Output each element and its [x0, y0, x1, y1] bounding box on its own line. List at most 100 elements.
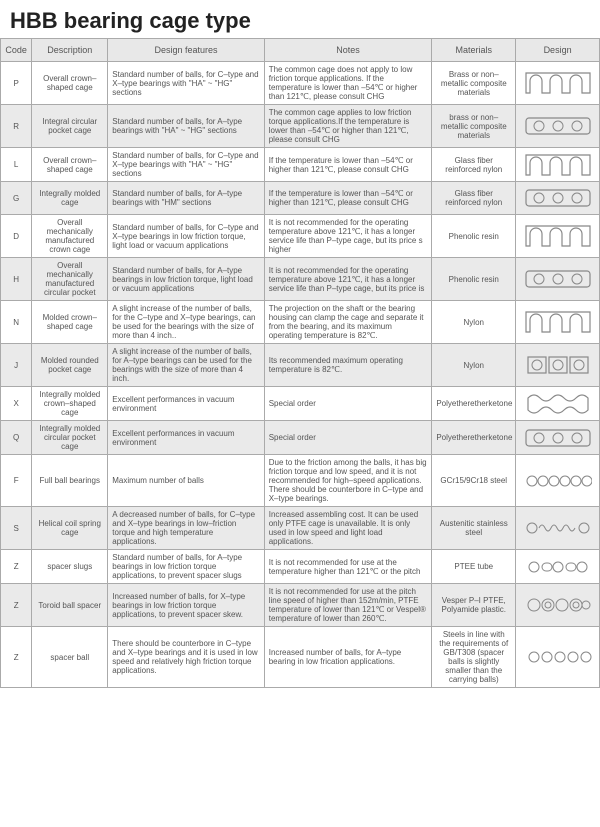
cell-code: J	[1, 344, 32, 387]
cell-features: A slight increase of the number of balls…	[108, 301, 264, 344]
cell-materials: Brass or non–metallic composite material…	[432, 62, 516, 105]
cell-description: Overall mechanically manufactured crown …	[32, 215, 108, 258]
header-code: Code	[1, 39, 32, 62]
cell-description: Integrally molded cage	[32, 182, 108, 215]
cell-materials: Glass fiber reinforced nylon	[432, 182, 516, 215]
cell-design	[516, 584, 600, 627]
cell-materials: Austenitic stainless steel	[432, 507, 516, 550]
cell-description: Overall crown–shaped cage	[32, 148, 108, 182]
cell-notes: The common cage does not apply to low fr…	[264, 62, 432, 105]
cell-features: Increased number of balls, for X–type be…	[108, 584, 264, 627]
cell-materials: GCr15/9Cr18 steel	[432, 455, 516, 507]
table-row: Z spacer ball There should be counterbor…	[1, 627, 600, 688]
page-title: HBB bearing cage type	[0, 0, 600, 38]
cell-description: Molded crown–shaped cage	[32, 301, 108, 344]
cell-features: Standard number of balls, for C–type and…	[108, 62, 264, 105]
cell-notes: Special order	[264, 421, 432, 455]
cell-features: Maximum number of balls	[108, 455, 264, 507]
header-features: Design features	[108, 39, 264, 62]
cell-notes: It is not recommended for the operating …	[264, 258, 432, 301]
table-row: G Integrally molded cage Standard number…	[1, 182, 600, 215]
header-design: Design	[516, 39, 600, 62]
cell-features: A decreased number of balls, for C–type …	[108, 507, 264, 550]
cell-design	[516, 387, 600, 421]
cell-design	[516, 62, 600, 105]
cell-features: There should be counterbore in C–type an…	[108, 627, 264, 688]
table-row: H Overall mechanically manufactured circ…	[1, 258, 600, 301]
cell-notes: If the temperature is lower than –54℃ or…	[264, 148, 432, 182]
cell-design	[516, 215, 600, 258]
cell-features: Standard number of balls, for A–type bea…	[108, 258, 264, 301]
cell-notes: It is not recommended for the operating …	[264, 215, 432, 258]
cell-design	[516, 627, 600, 688]
cell-features: Standard number of balls, for A–type bea…	[108, 182, 264, 215]
table-row: L Overall crown–shaped cage Standard num…	[1, 148, 600, 182]
header-description: Description	[32, 39, 108, 62]
cell-code: Z	[1, 550, 32, 584]
table-row: P Overall crown–shaped cage Standard num…	[1, 62, 600, 105]
cell-notes: Its recommended maximum operating temper…	[264, 344, 432, 387]
cell-materials: brass or non–metallic composite material…	[432, 105, 516, 148]
cell-design	[516, 507, 600, 550]
cell-description: spacer ball	[32, 627, 108, 688]
cell-description: Overall crown–shaped cage	[32, 62, 108, 105]
table-row: R Integral circular pocket cage Standard…	[1, 105, 600, 148]
cell-features: A slight increase of the number of balls…	[108, 344, 264, 387]
cell-notes: It is not recommended for use at the pit…	[264, 584, 432, 627]
table-row: D Overall mechanically manufactured crow…	[1, 215, 600, 258]
cell-design	[516, 258, 600, 301]
cell-code: D	[1, 215, 32, 258]
table-row: F Full ball bearings Maximum number of b…	[1, 455, 600, 507]
cell-features: Excellent performances in vacuum environ…	[108, 421, 264, 455]
header-row: Code Description Design features Notes M…	[1, 39, 600, 62]
table-row: Q Integrally molded circular pocket cage…	[1, 421, 600, 455]
cell-design	[516, 105, 600, 148]
cell-description: Full ball bearings	[32, 455, 108, 507]
cell-materials: Steels in line with the requirements of …	[432, 627, 516, 688]
cell-description: Overall mechanically manufactured circul…	[32, 258, 108, 301]
cell-notes: The common cage applies to low friction …	[264, 105, 432, 148]
cell-description: spacer slugs	[32, 550, 108, 584]
table-row: J Molded rounded pocket cage A slight in…	[1, 344, 600, 387]
table-row: S Helical coil spring cage A decreased n…	[1, 507, 600, 550]
cell-code: N	[1, 301, 32, 344]
cell-code: L	[1, 148, 32, 182]
cell-design	[516, 421, 600, 455]
cell-features: Standard number of balls, for C–type and…	[108, 215, 264, 258]
table-row: Z Toroid ball spacer Increased number of…	[1, 584, 600, 627]
bearing-table: Code Description Design features Notes M…	[0, 38, 600, 688]
cell-notes: Special order	[264, 387, 432, 421]
table-row: N Molded crown–shaped cage A slight incr…	[1, 301, 600, 344]
cell-notes: The projection on the shaft or the beari…	[264, 301, 432, 344]
cell-design	[516, 148, 600, 182]
cell-materials: Phenolic resin	[432, 258, 516, 301]
cell-code: X	[1, 387, 32, 421]
cell-description: Helical coil spring cage	[32, 507, 108, 550]
cell-code: Q	[1, 421, 32, 455]
cell-features: Excellent performances in vacuum environ…	[108, 387, 264, 421]
cell-code: Z	[1, 584, 32, 627]
cell-code: R	[1, 105, 32, 148]
cell-code: H	[1, 258, 32, 301]
cell-materials: Vesper P–I PTFE, Polyamide plastic.	[432, 584, 516, 627]
cell-materials: PTEE tube	[432, 550, 516, 584]
cell-code: Z	[1, 627, 32, 688]
table-row: X Integrally molded crown–shaped cage Ex…	[1, 387, 600, 421]
cell-description: Toroid ball spacer	[32, 584, 108, 627]
cell-materials: Polyetheretherketone	[432, 387, 516, 421]
cell-features: Standard number of balls, for A–type bea…	[108, 550, 264, 584]
cell-design	[516, 550, 600, 584]
cell-materials: Glass fiber reinforced nylon	[432, 148, 516, 182]
cell-code: S	[1, 507, 32, 550]
cell-materials: Phenolic resin	[432, 215, 516, 258]
cell-description: Integral circular pocket cage	[32, 105, 108, 148]
cell-description: Integrally molded crown–shaped cage	[32, 387, 108, 421]
cell-code: F	[1, 455, 32, 507]
cell-materials: Nylon	[432, 301, 516, 344]
cell-materials: Polyetheretherketone	[432, 421, 516, 455]
cell-design	[516, 182, 600, 215]
cell-features: Standard number of balls, for C–type and…	[108, 148, 264, 182]
cell-notes: Increased number of balls, for A–type be…	[264, 627, 432, 688]
cell-design	[516, 455, 600, 507]
cell-materials: Nylon	[432, 344, 516, 387]
